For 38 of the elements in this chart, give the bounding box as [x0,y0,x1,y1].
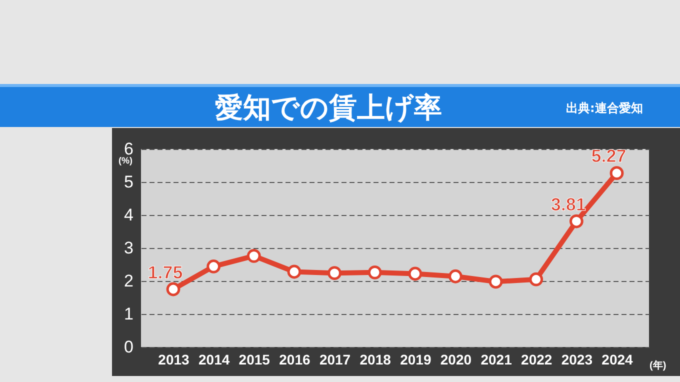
y-tick-label: 0 [124,338,134,356]
point [287,264,302,279]
data-label: 5.27 [591,146,626,166]
x-tick-label: 2024 [602,352,634,368]
point [488,274,503,289]
point [569,214,584,228]
x-tick-label: 2017 [319,352,351,368]
y-tick-label: 2 [124,272,134,290]
chart-title: 愛知での賃上げ率 [215,90,442,126]
x-tick-label: 2021 [480,352,512,368]
point [529,272,544,286]
x-tick-label: 2020 [440,352,472,368]
x-tick-label: 2014 [198,352,230,368]
y-tick-label: 6 [124,140,134,158]
point [166,282,180,296]
x-tick-label: 2013 [158,352,190,368]
x-tick-label: 2018 [360,352,392,368]
x-tick-label: 2019 [400,352,432,368]
point [328,266,342,280]
y-tick-label: 3 [124,238,134,258]
point [368,265,382,280]
data-label: 1.75 [148,262,183,282]
x-tick-label: 2016 [279,352,310,368]
point [246,248,261,263]
y-tick-label: 4 [124,206,134,224]
point [206,260,221,274]
source-note: 出典:連合愛知 [566,100,643,117]
y-tick-label: 5 [124,172,134,192]
x-tick-label: 2023 [561,352,593,368]
data-label: 3.81 [550,194,586,214]
x-tick-label: 2015 [238,352,270,368]
x-tick-label: 2022 [521,352,552,368]
point [610,166,624,180]
x-axis-title: (年) [650,360,666,372]
y-tick-label: 1 [124,304,134,324]
y-axis-title: (%) [118,156,132,166]
point [408,266,422,281]
point [448,269,462,284]
